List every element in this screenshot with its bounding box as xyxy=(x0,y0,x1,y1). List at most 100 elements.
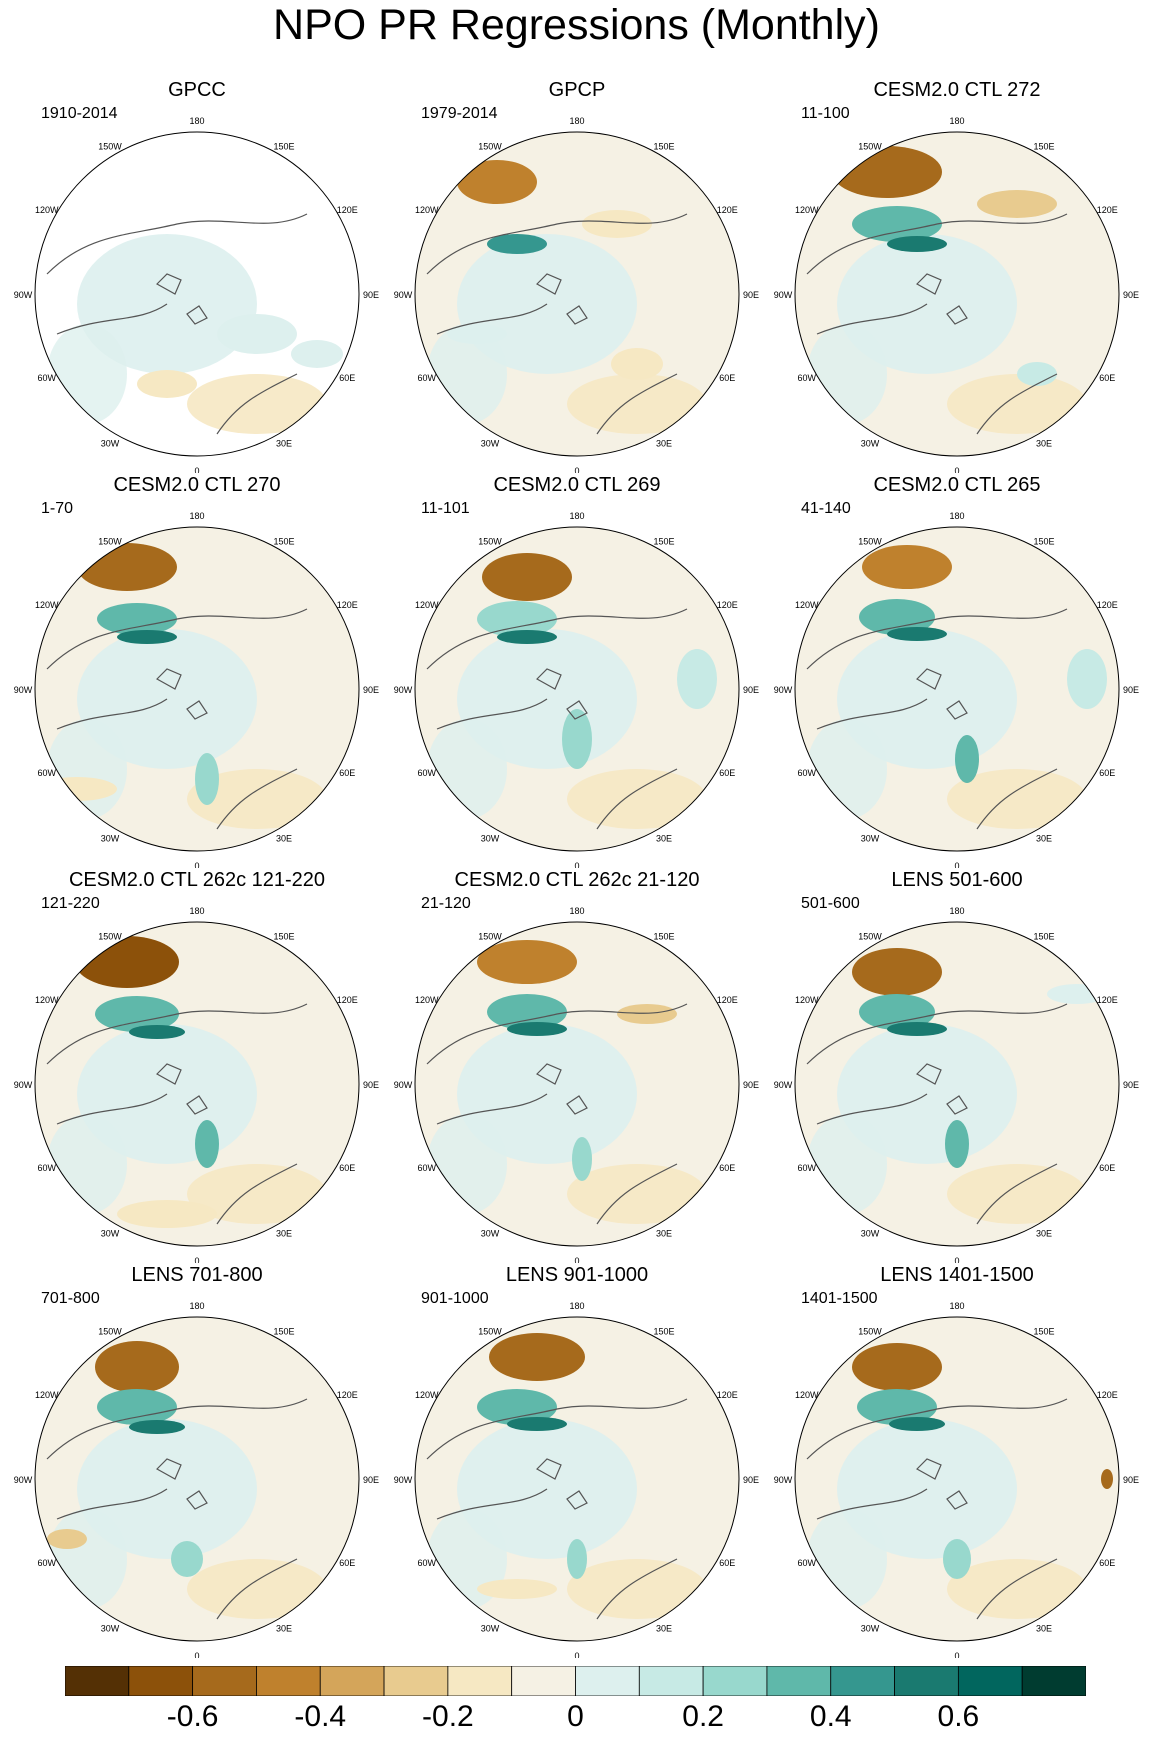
longitude-label: 150E xyxy=(273,537,294,547)
colorbar-tick-label: -0.4 xyxy=(294,1700,347,1733)
map-border xyxy=(794,1316,1120,1642)
coastline xyxy=(426,608,688,830)
longitude-label: 90W xyxy=(14,1080,33,1090)
colorbar-swatch xyxy=(830,1666,895,1696)
map-panel: CESM2.0 CTL 269 11-101 180 150E 120E 90E 60E 30… xyxy=(387,473,767,868)
colorbar-swatch xyxy=(702,1666,768,1696)
panel-title: GPCC xyxy=(168,79,226,101)
longitude-label: 90W xyxy=(14,685,33,695)
longitude-label: 120W xyxy=(35,995,59,1005)
longitude-label: 150E xyxy=(653,142,674,152)
colorbar-swatch xyxy=(319,1666,385,1696)
longitude-label: 90E xyxy=(1123,1080,1139,1090)
anomaly-region xyxy=(95,996,179,1032)
anomaly-region xyxy=(487,994,567,1030)
longitude-label: 0 xyxy=(194,861,199,868)
longitude-label: 30W xyxy=(101,833,120,843)
longitude-label: 150W xyxy=(98,1327,122,1337)
coastline xyxy=(806,1003,1068,1225)
anomaly-region xyxy=(137,370,197,398)
anomaly-region xyxy=(195,753,219,805)
anomaly-region xyxy=(477,601,557,637)
longitude-label: 30W xyxy=(861,833,880,843)
anomaly-region xyxy=(857,1389,937,1425)
longitude-label: 120E xyxy=(1097,1390,1118,1400)
map-border xyxy=(414,1316,740,1642)
anomaly-region xyxy=(677,649,717,709)
anomaly-region xyxy=(852,1343,942,1391)
panel-period: 1-70 xyxy=(41,500,74,517)
longitude-label: 60W xyxy=(417,1163,436,1173)
longitude-label: 60E xyxy=(1099,1163,1115,1173)
longitude-label: 0 xyxy=(954,861,959,868)
anomaly-region xyxy=(611,348,663,380)
longitude-label: 180 xyxy=(569,1301,584,1311)
colorbar-swatch xyxy=(575,1666,640,1696)
longitude-label: 150E xyxy=(273,142,294,152)
longitude-label: 90W xyxy=(394,1475,413,1485)
panel-period: 701-800 xyxy=(41,1290,100,1307)
panel-title: CESM2.0 CTL 270 xyxy=(113,474,281,496)
longitude-label: 120W xyxy=(35,600,59,610)
longitude-label: 0 xyxy=(574,1256,579,1263)
anomaly-region xyxy=(1067,649,1107,709)
longitude-label: 0 xyxy=(954,1256,959,1263)
longitude-label: 180 xyxy=(949,906,964,916)
anomaly-region xyxy=(117,630,177,644)
colorbar-swatch xyxy=(1021,1666,1086,1696)
anomaly-region xyxy=(477,1389,557,1425)
longitude-label: 60E xyxy=(719,1558,735,1568)
colorbar-swatch xyxy=(766,1666,832,1696)
panel-period: 21-120 xyxy=(421,895,471,912)
figure-title: NPO PR Regressions (Monthly) xyxy=(273,1,880,49)
panel-title: LENS 501-600 xyxy=(891,869,1023,891)
anomaly-region xyxy=(887,627,947,641)
map-border xyxy=(794,131,1120,457)
anomaly-region xyxy=(47,1529,87,1549)
longitude-label: 0 xyxy=(194,1651,199,1658)
longitude-label: 90W xyxy=(774,1475,793,1485)
anomaly-region xyxy=(832,146,942,198)
longitude-label: 180 xyxy=(189,1301,204,1311)
anomaly-region xyxy=(572,1137,592,1181)
longitude-label: 120E xyxy=(717,1390,738,1400)
longitude-label: 150E xyxy=(1033,932,1054,942)
longitude-label: 60W xyxy=(797,768,816,778)
longitude-label: 150W xyxy=(98,142,122,152)
longitude-label: 180 xyxy=(569,116,584,126)
panel-title: LENS 1401-1500 xyxy=(880,1264,1034,1286)
longitude-label: 60W xyxy=(797,373,816,383)
longitude-label: 30E xyxy=(1036,1228,1052,1238)
map-panel: LENS 901-1000 901-1000 180 150E 120E 90E 60E 30… xyxy=(387,1263,767,1658)
anomaly-region xyxy=(1101,1469,1113,1489)
panel-title: CESM2.0 CTL 262c 21-120 xyxy=(454,869,700,891)
anomaly-region xyxy=(977,190,1057,218)
coastline xyxy=(806,608,1068,830)
anomaly-region xyxy=(859,599,935,635)
longitude-label: 60E xyxy=(339,768,355,778)
longitude-label: 90E xyxy=(363,1475,379,1485)
anomaly-region xyxy=(955,735,979,783)
longitude-label: 30W xyxy=(101,438,120,448)
panel-period: 121-220 xyxy=(41,895,100,912)
colorbar-swatch xyxy=(256,1666,321,1696)
longitude-label: 180 xyxy=(569,511,584,521)
anomaly-region xyxy=(507,1022,567,1036)
anomaly-region xyxy=(617,1004,677,1024)
longitude-label: 150W xyxy=(478,932,502,942)
anomaly-region xyxy=(507,1417,567,1431)
colorbar-tick-label: 0 xyxy=(567,1700,584,1733)
longitude-label: 150W xyxy=(478,537,502,547)
longitude-label: 30E xyxy=(1036,1623,1052,1633)
longitude-label: 120W xyxy=(795,1390,819,1400)
longitude-label: 120E xyxy=(717,600,738,610)
longitude-label: 60E xyxy=(339,1163,355,1173)
anomaly-region xyxy=(567,1539,587,1579)
polar-map: 180 150E 120E 90E 60E 30E 0 30W 60W 90W 120W 150W xyxy=(394,511,759,868)
longitude-label: 180 xyxy=(569,906,584,916)
longitude-label: 120E xyxy=(337,995,358,1005)
panel-grid: GPCC 1910-2014 180 150E 120E 90E 60E 30E 0 30W 60W… xyxy=(14,79,1139,1658)
longitude-label: 90W xyxy=(14,290,33,300)
longitude-label: 30E xyxy=(1036,438,1052,448)
anomaly-region xyxy=(852,206,942,242)
